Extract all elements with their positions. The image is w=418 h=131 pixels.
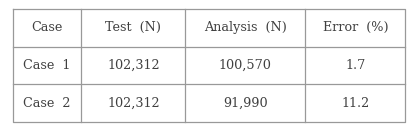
Text: 102,312: 102,312 xyxy=(107,59,160,72)
Text: 1.7: 1.7 xyxy=(345,59,365,72)
Text: Case  1: Case 1 xyxy=(23,59,71,72)
Text: Test  (N): Test (N) xyxy=(105,21,161,34)
Text: Case: Case xyxy=(31,21,63,34)
Text: 91,990: 91,990 xyxy=(223,97,268,110)
Text: Case  2: Case 2 xyxy=(23,97,71,110)
Text: Analysis  (N): Analysis (N) xyxy=(204,21,287,34)
Text: 102,312: 102,312 xyxy=(107,97,160,110)
Text: 100,570: 100,570 xyxy=(219,59,272,72)
Text: 11.2: 11.2 xyxy=(341,97,370,110)
Text: Error  (%): Error (%) xyxy=(323,21,388,34)
